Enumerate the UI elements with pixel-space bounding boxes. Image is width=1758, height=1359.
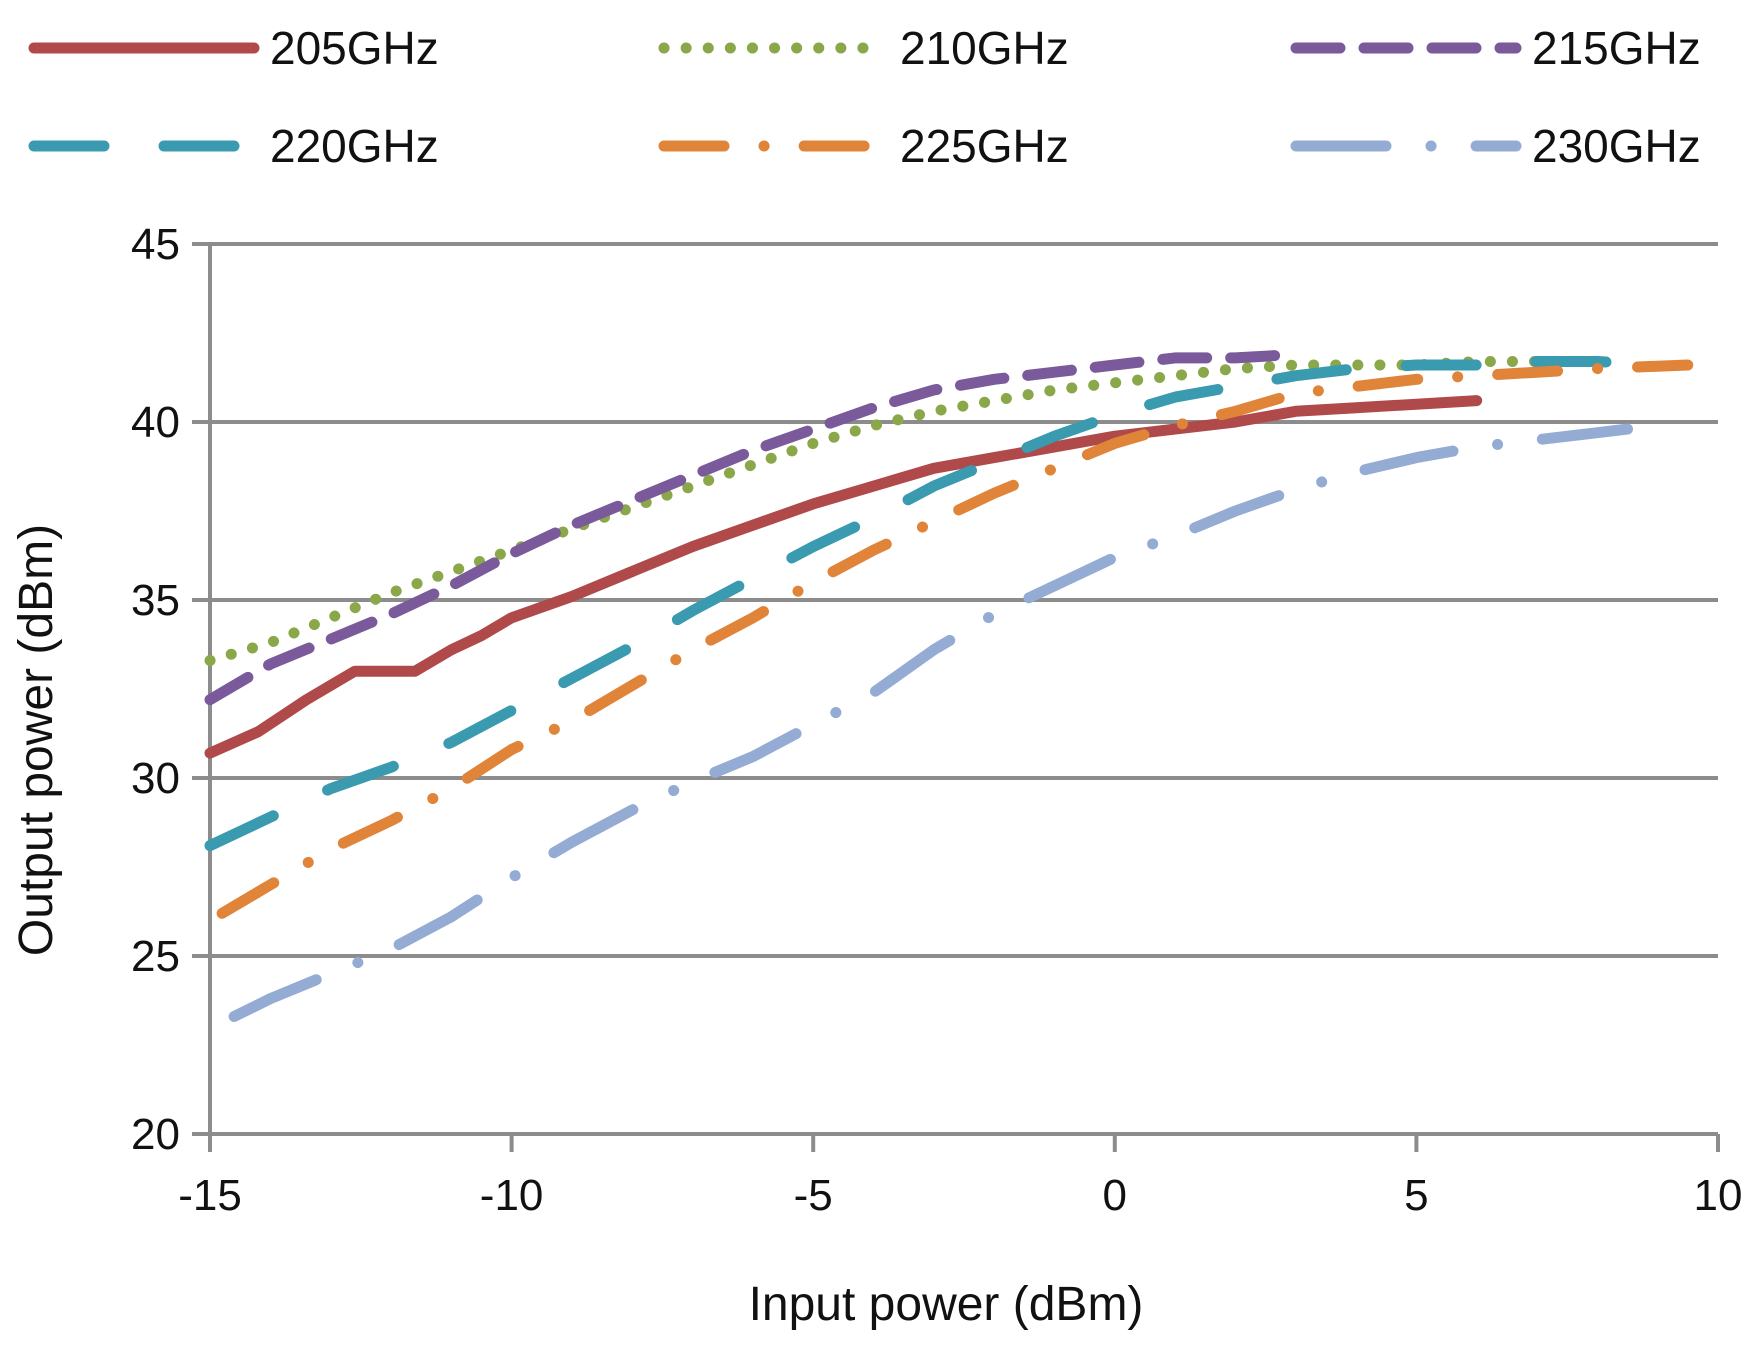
x-tick-label: 0 [1103,1171,1127,1220]
x-tick-labels: -15 -10 -5 0 5 10 [178,1171,1742,1220]
y-tick-label: 30 [131,754,180,803]
legend-label: 210GHz [900,22,1069,74]
series-lines [204,348,1694,1022]
legend-item: 220GHz [28,120,439,172]
y-tick-label: 40 [131,398,180,447]
series-line-205GHz [204,395,1483,759]
y-axis-title: Output power (dBm) [10,524,63,956]
y-tick-label: 20 [131,1110,180,1159]
x-axis-title: Input power (dBm) [749,1278,1144,1331]
legend-label: 220GHz [270,120,439,172]
axes [192,242,1720,1152]
legend: 205GHz 210GHz 215GHz 220GHz 225GHz 230GHz [28,22,1701,172]
legend-label: 215GHz [1532,22,1701,74]
x-tick-label: -10 [480,1171,544,1220]
y-tick-label: 25 [131,932,180,981]
legend-label: 205GHz [270,22,439,74]
y-tick-label: 35 [131,576,180,625]
legend-label: 225GHz [900,120,1069,172]
y-tick-label: 45 [131,220,180,269]
legend-label: 230GHz [1532,120,1701,172]
x-tick-label: -15 [178,1171,242,1220]
series-line-220GHz [204,356,1664,852]
series-line-215GHz [204,348,1302,706]
grid [210,242,1718,958]
legend-item: 230GHz [1290,120,1701,172]
x-tick-label: 10 [1694,1171,1743,1220]
legend-item: 210GHz [658,22,1069,74]
legend-item: 205GHz [28,22,439,74]
legend-item: 215GHz [1290,22,1701,74]
x-tick-label: 5 [1404,1171,1428,1220]
legend-item: 225GHz [658,120,1069,172]
x-tick-label: -5 [794,1171,833,1220]
y-tick-labels: 20 25 30 35 40 45 [131,220,180,1159]
series-line-210GHz [204,356,1603,666]
series-line-230GHz [228,423,1633,1022]
series-line-225GHz [216,359,1694,919]
